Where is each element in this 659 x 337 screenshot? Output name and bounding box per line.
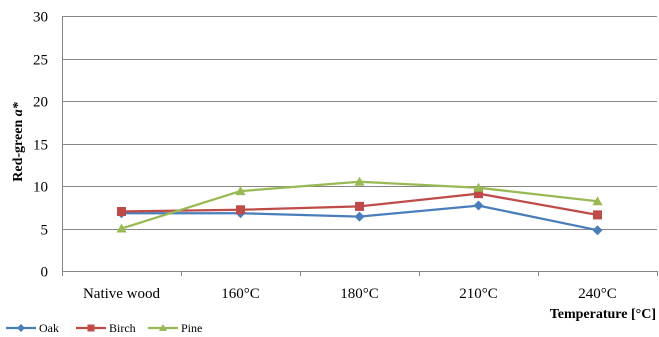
legend-label-pine: Pine: [181, 321, 202, 335]
y-tick-label: 30: [33, 10, 48, 26]
legend-item-birch: Birch: [76, 321, 136, 335]
y-tick-label: 0: [41, 265, 49, 281]
series-birch: [117, 189, 602, 220]
legend: Oak Birch Pine: [6, 321, 202, 335]
series-layer: [116, 176, 603, 236]
data-point-birch: [355, 201, 364, 211]
x-tick-label: 180°C: [340, 286, 379, 302]
legend-label-oak: Oak: [39, 321, 59, 335]
legend-marker-birch: [87, 324, 95, 332]
x-axis-title: Temperature [°C]: [550, 307, 656, 322]
y-tick-label: 5: [41, 223, 49, 239]
data-point-pine: [592, 196, 603, 206]
y-tick-label: 15: [33, 138, 48, 154]
legend-item-pine: Pine: [148, 321, 202, 335]
data-point-birch: [117, 207, 126, 216]
y-axis-tick-labels: 0 5 10 15 20 25 30: [33, 10, 48, 281]
y-tick-label: 25: [33, 53, 48, 69]
series-pine: [116, 176, 603, 233]
x-tick-label: 160°C: [221, 286, 260, 302]
data-point-oak: [592, 225, 603, 236]
data-point-pine: [235, 186, 246, 196]
data-point-oak: [354, 211, 365, 222]
gridlines: [62, 16, 657, 272]
x-tick-label: 210°C: [459, 286, 498, 302]
x-axis: Native wood 160°C 180°C 210°C 240°C: [62, 16, 658, 302]
data-point-oak: [473, 200, 484, 211]
y-axis-title: Red-green a*: [11, 101, 26, 181]
data-point-birch: [474, 189, 483, 199]
legend-item-oak: Oak: [6, 321, 59, 335]
legend-marker-oak: [17, 324, 25, 332]
data-point-pine: [473, 182, 484, 192]
legend-label-birch: Birch: [109, 321, 136, 335]
y-tick-label: 20: [33, 95, 48, 111]
data-point-birch: [593, 210, 602, 220]
data-point-birch: [236, 205, 245, 215]
legend-marker-pine: [159, 324, 167, 331]
x-tick-label: Native wood: [83, 286, 161, 302]
y-tick-label: 10: [33, 180, 48, 196]
data-point-pine: [116, 223, 127, 233]
data-point-pine: [354, 176, 365, 186]
x-tick-label: 240°C: [578, 286, 617, 302]
